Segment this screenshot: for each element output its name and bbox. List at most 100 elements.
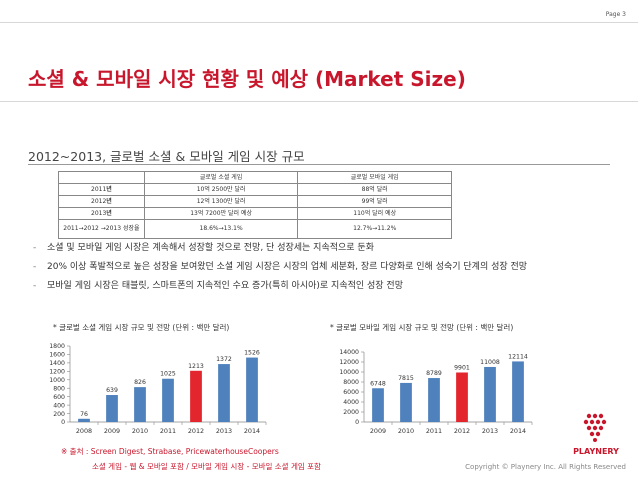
top-bar (0, 0, 638, 22)
x-tick-label: 2009 (104, 427, 120, 435)
bar (456, 372, 468, 422)
bullet-dash: - (33, 281, 37, 291)
y-tick-label: 10000 (339, 369, 359, 376)
data-label: 1213 (188, 363, 204, 370)
x-tick-label: 2014 (244, 427, 260, 435)
bar (372, 388, 384, 422)
chart-title-mobile: * 글로벌 모바일 게임 시장 규모 및 전망 (단위 : 백만 달러) (330, 323, 514, 332)
x-tick-label: 2010 (132, 427, 148, 435)
table-cell: 13억 7200만 달러 예상 (143, 207, 299, 220)
page-title: 소셜 & 모바일 시장 현황 및 예상 (Market Size) (28, 67, 466, 91)
bar (484, 366, 496, 422)
chart-title-social: * 글로벌 소셜 게임 시장 규모 및 전망 (단위 : 백만 달러) (53, 323, 230, 332)
y-tick-label: 6000 (343, 389, 359, 396)
y-tick-label: 8000 (343, 379, 359, 386)
y-tick-label: 1400 (49, 360, 65, 367)
table-row-label: 2013년 (58, 207, 145, 220)
data-label: 1025 (160, 371, 176, 378)
table-header-cell: 글로벌 소셜 게임 (143, 171, 299, 184)
y-tick-label: 200 (53, 411, 65, 418)
bar (428, 378, 440, 422)
x-tick-label: 2014 (510, 427, 526, 435)
data-label: 639 (106, 387, 118, 394)
y-tick-label: 800 (53, 385, 65, 392)
bar (106, 395, 118, 422)
bar (218, 364, 230, 422)
market-size-table: 글로벌 소셜 게임 글로벌 모바일 게임 2011년 10억 2500만 달러 … (58, 171, 452, 239)
table-row-label: 2012년 (58, 195, 145, 208)
x-tick-label: 2009 (370, 427, 386, 435)
data-label: 6748 (370, 380, 386, 387)
mobile-game-chart: 0 2000 4000 6000 8000 10000 12000 14000 6748 2009… (339, 349, 533, 435)
y-tick-label: 0 (61, 419, 65, 426)
y-tick-label: 1000 (49, 377, 65, 384)
data-label: 826 (134, 379, 146, 386)
data-label: 7815 (398, 375, 414, 382)
x-tick-label: 2008 (76, 427, 92, 435)
bar (190, 370, 202, 422)
table-cell: 10억 2500만 달러 (143, 183, 299, 196)
playnery-logo: PLAYNERY (573, 413, 619, 456)
table-cell: 18.6%→13.1% (143, 219, 299, 239)
table-row-label: 2011년 (58, 183, 145, 196)
bar (162, 378, 174, 422)
divider-top (0, 22, 638, 23)
x-tick-label: 2012 (188, 427, 204, 435)
svg-text:PLAYNERY: PLAYNERY (573, 447, 619, 456)
table-cell: 12.7%→11.2% (297, 219, 452, 239)
x-tick-label: 2011 (160, 427, 176, 435)
data-label: 12114 (508, 353, 528, 360)
bar (246, 357, 258, 422)
table-header-cell: 글로벌 모바일 게임 (297, 171, 452, 184)
data-label: 9901 (454, 364, 470, 371)
table-row-label: 2011→2012 →2013 성장율 (58, 219, 145, 239)
bar (400, 382, 412, 422)
bar (134, 387, 146, 422)
table-cell: 99억 달러 (297, 195, 452, 208)
x-tick-label: 2013 (216, 427, 232, 435)
y-tick-label: 0 (355, 419, 359, 426)
x-tick-label: 2011 (426, 427, 442, 435)
bullet-item: - 모바일 게임 시장은 태블릿, 스마트폰의 지속적인 수요 증가(특히 아시아… (33, 281, 403, 291)
y-tick-label: 1200 (49, 369, 65, 376)
y-tick-label: 2000 (343, 409, 359, 416)
table-cell: 12억 1300만 달러 (143, 195, 299, 208)
data-label: 1526 (244, 350, 260, 357)
table-row: 2013년 13억 7200만 달러 예상 110억 달러 예상 (58, 207, 452, 220)
copyright: Copyright © Playnery Inc. All Rights Res… (465, 463, 626, 471)
table-cell: 88억 달러 (297, 183, 452, 196)
source-note: ※ 출처 : Screen Digest, Strabase, Pricewat… (61, 447, 279, 456)
y-tick-label: 1600 (49, 352, 65, 359)
y-tick-label: 600 (53, 394, 65, 401)
bullet-dash: - (33, 262, 37, 272)
table-cell: 110억 달러 예상 (297, 207, 452, 220)
section-subtitle: 2012~2013, 글로벌 소셜 & 모바일 게임 시장 규모 (28, 149, 305, 164)
table-header-row: 글로벌 소셜 게임 글로벌 모바일 게임 (58, 171, 452, 184)
x-tick-label: 2013 (482, 427, 498, 435)
table-row: 2011→2012 →2013 성장율 18.6%→13.1% 12.7%→11… (58, 219, 452, 239)
divider-title (0, 101, 638, 102)
bullet-dash: - (33, 243, 37, 253)
data-label: 11008 (480, 359, 500, 366)
x-tick-label: 2012 (454, 427, 470, 435)
bar (78, 418, 90, 422)
table-row: 2011년 10억 2500만 달러 88억 달러 (58, 183, 452, 196)
bullet-item: - 소셜 및 모바일 게임 시장은 계속해서 성장할 것으로 전망, 단 성장세는… (33, 243, 374, 253)
y-tick-label: 400 (53, 402, 65, 409)
data-label: 1372 (216, 356, 232, 363)
data-label: 8789 (426, 370, 442, 377)
page-number: Page 3 (605, 11, 626, 18)
y-tick-label: 12000 (339, 359, 359, 366)
subtitle-underline (28, 164, 610, 165)
y-tick-label: 1800 (49, 343, 65, 350)
bar (512, 361, 524, 422)
table-header-cell (58, 171, 145, 184)
bullet-item: -20% 이상 폭발적으로 높은 성장을 보여왔던 소셜 게임 시장은 시장의 … (33, 262, 528, 272)
table-row: 2012년 12억 1300만 달러 99억 달러 (58, 195, 452, 208)
bullet-list: - 소셜 및 모바일 게임 시장은 계속해서 성장할 것으로 전망, 단 성장세는… (33, 240, 527, 297)
y-tick-label: 4000 (343, 399, 359, 406)
y-tick-label: 14000 (339, 349, 359, 356)
source-note-detail: 소셜 게임 - 웹 & 모바일 포함 / 모바일 게임 시장 - 모바일 소셜 … (92, 462, 321, 471)
x-tick-label: 2010 (398, 427, 414, 435)
